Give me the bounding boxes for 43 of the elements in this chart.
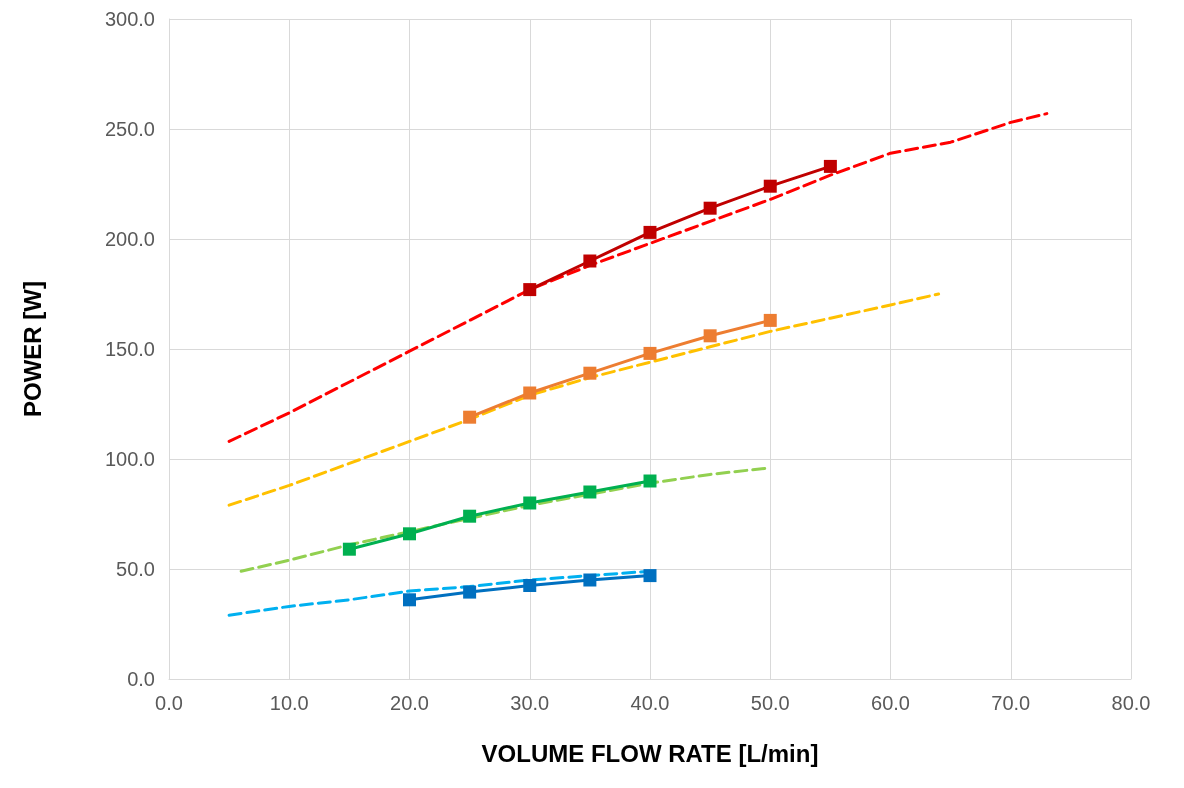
- point: [703, 329, 717, 343]
- point: [643, 569, 657, 583]
- x-tick-label: 10.0: [269, 692, 309, 714]
- point: [763, 179, 777, 193]
- point: [643, 474, 657, 488]
- x-tick-label: 20.0: [390, 692, 429, 714]
- point: [523, 283, 537, 297]
- point: [403, 593, 416, 607]
- point: [763, 313, 777, 327]
- x-tick-label: 60.0: [871, 692, 910, 714]
- y-tick-label: 50.0: [116, 558, 155, 580]
- point: [523, 496, 537, 510]
- x-tick-label: 30.0: [510, 692, 550, 714]
- point: [643, 225, 657, 239]
- y-tick-label: 300.0: [104, 8, 155, 30]
- point: [643, 346, 657, 360]
- point: [583, 366, 597, 380]
- y-tick-label: 250.0: [104, 118, 155, 140]
- point: [583, 485, 597, 499]
- x-tick-label: 80.0: [1111, 692, 1151, 714]
- y-tick-label: 0.0: [127, 668, 155, 690]
- x-tick-label: 0.0: [155, 692, 183, 714]
- y-tick-label: 100.0: [104, 448, 155, 470]
- point: [703, 201, 717, 215]
- point: [823, 159, 837, 173]
- x-axis-title: VOLUME FLOW RATE [L/min]: [481, 739, 819, 767]
- y-tick-label: 150.0: [104, 338, 155, 360]
- point: [463, 410, 477, 424]
- point: [523, 386, 537, 400]
- point: [583, 573, 597, 587]
- point: [583, 254, 597, 268]
- y-axis-title: POWER [W]: [18, 281, 46, 417]
- point: [342, 542, 356, 556]
- y-tick-label: 200.0: [104, 228, 155, 250]
- point: [463, 509, 477, 523]
- line-series: [227, 292, 941, 507]
- point: [403, 527, 416, 541]
- x-tick-label: 70.0: [991, 692, 1031, 714]
- point: [523, 579, 537, 592]
- x-tick-label: 40.0: [630, 692, 670, 714]
- x-tick-label: 50.0: [750, 692, 790, 714]
- point: [463, 585, 477, 599]
- line-series: [227, 112, 1049, 443]
